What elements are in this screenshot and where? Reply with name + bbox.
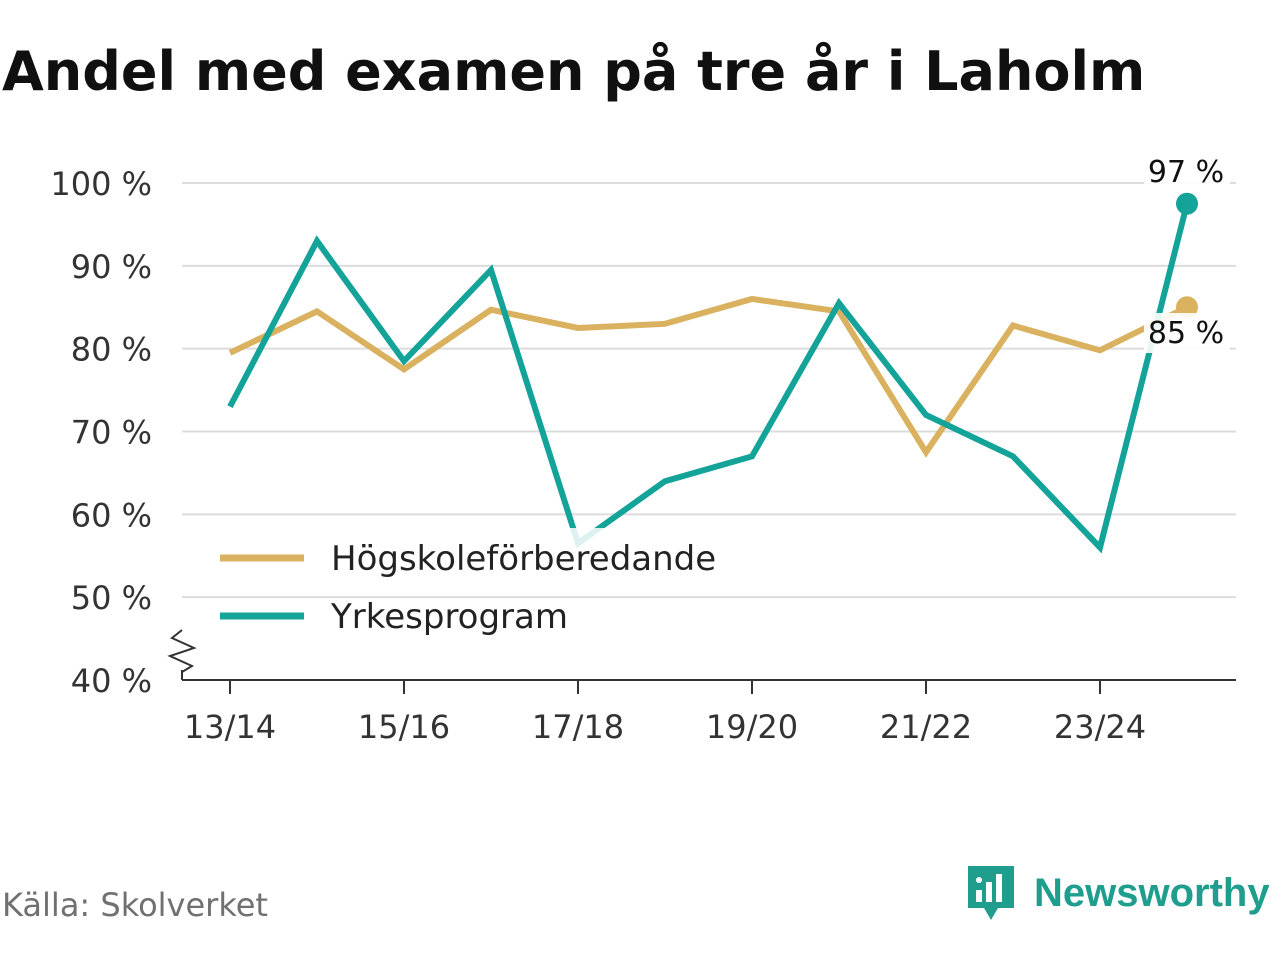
axis-break-icon: [167, 629, 197, 673]
x-tick-label: 19/20: [706, 708, 798, 746]
x-tick-label: 23/24: [1054, 708, 1146, 746]
x-tick-label: 15/16: [358, 708, 450, 746]
data-label: 97 %: [1148, 155, 1224, 190]
data-label-backdrop: [1144, 152, 1230, 192]
legend-label: Yrkesprogram: [330, 597, 568, 637]
x-tick-label: 21/22: [880, 708, 972, 746]
series-end-point: [1176, 192, 1198, 215]
newsworthy-logo-icon: [968, 866, 1014, 920]
y-tick-label: 60 %: [71, 496, 152, 534]
series-line: [228, 295, 1189, 458]
data-labels: 85 % 97 %: [1144, 152, 1230, 353]
chart-title: Andel med examen på tre år i Laholm: [2, 40, 1146, 103]
legend-backdrop: [206, 528, 758, 596]
x-tick-label: 13/14: [184, 708, 276, 746]
series-line: [227, 202, 1190, 554]
y-tick-label: 90 %: [71, 248, 152, 286]
series-end-point: [1176, 296, 1198, 319]
grid-lines: [182, 182, 1236, 599]
axes: 40 % 50 % 60 % 70 % 80 % 90 % 100 % 13/14 15/16 1…: [50, 165, 1236, 746]
legend-label: Högskoleförberedande: [331, 539, 716, 579]
brand-name: Newsworthy: [1034, 870, 1270, 915]
series-lines: [227, 192, 1198, 554]
y-tick-label: 50 %: [71, 579, 152, 617]
y-tick-label: 40 %: [71, 662, 152, 700]
y-tick-label: 80 %: [71, 331, 152, 369]
y-tick-label: 70 %: [71, 414, 152, 452]
y-tick-label: 100 %: [50, 165, 152, 203]
data-label: 85 %: [1148, 316, 1224, 351]
x-tick-label: 17/18: [532, 708, 624, 746]
brand-logo: Newsworthy: [966, 864, 1270, 922]
data-label-backdrop: [1144, 313, 1230, 353]
source-note: Källa: Skolverket: [2, 886, 268, 924]
legend: Högskoleförberedande Yrkesprogram: [206, 528, 758, 637]
